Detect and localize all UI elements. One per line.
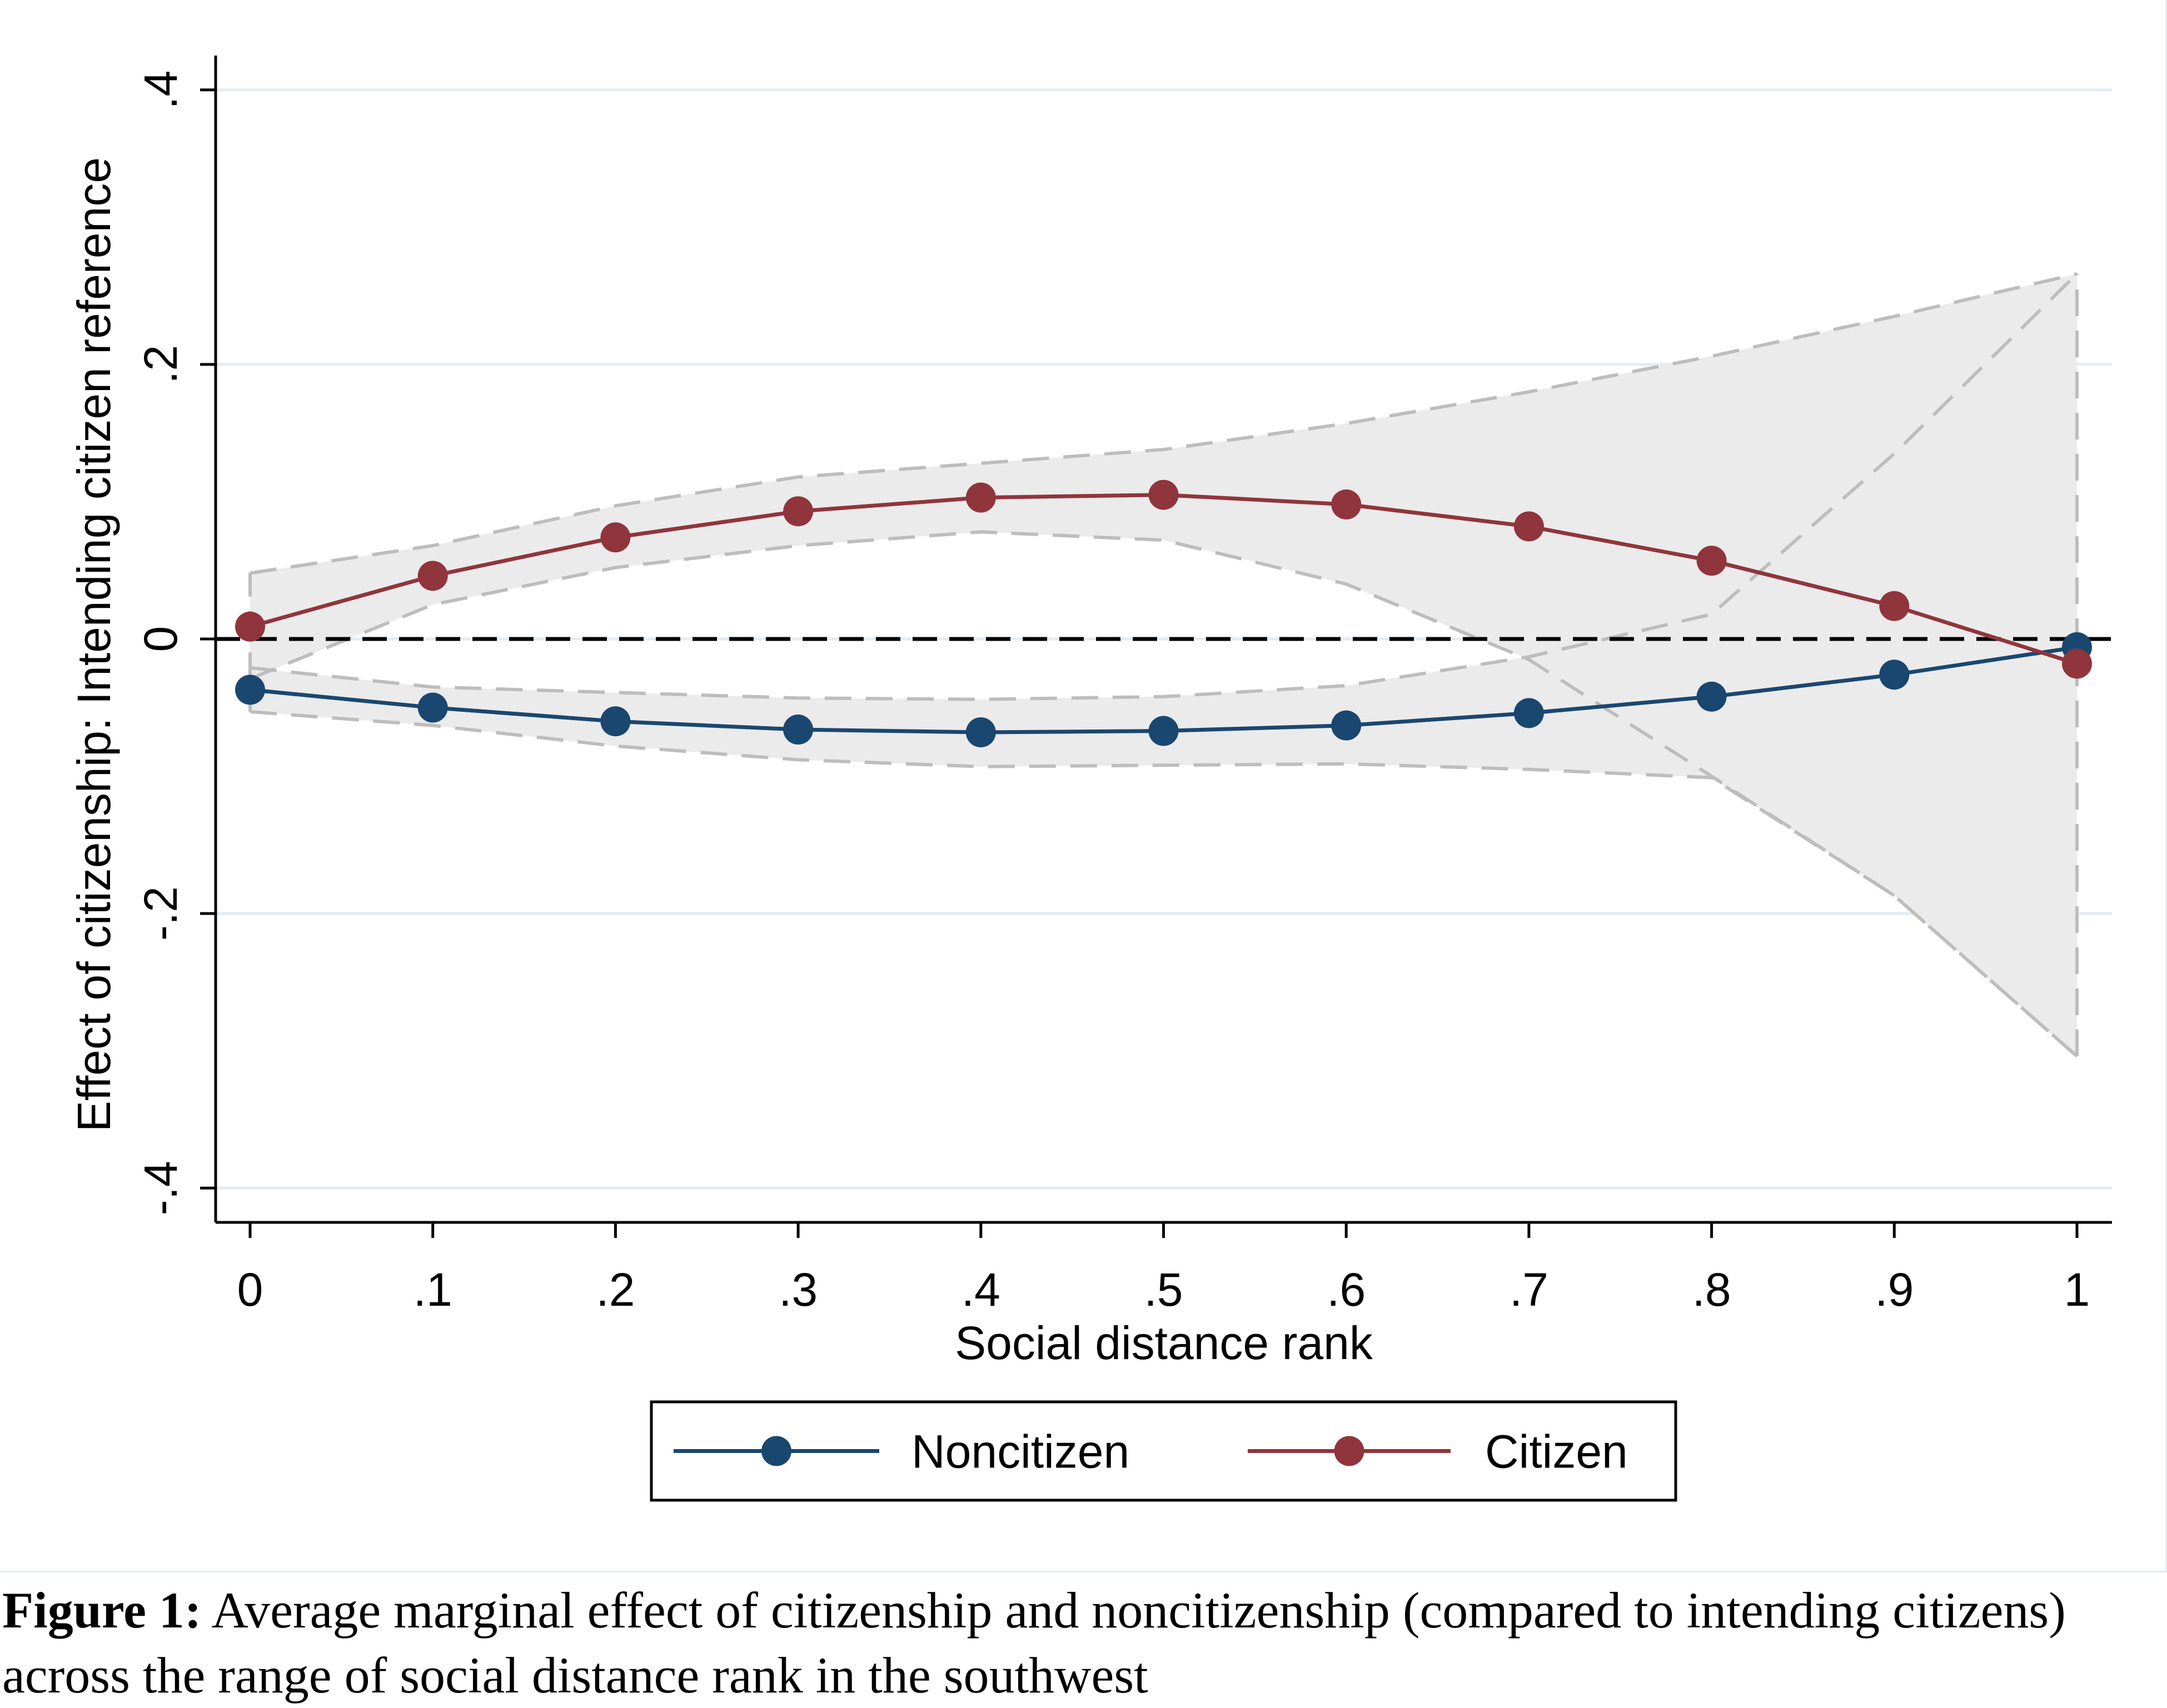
data-point-noncitizen (783, 715, 814, 745)
x-tick-label: .6 (1327, 1263, 1366, 1316)
ci-band-citizen (250, 273, 2077, 1057)
data-point-citizen (2062, 648, 2092, 679)
caption-text: Average marginal effect of citizenship a… (2, 1582, 2066, 1704)
x-tick-label: .1 (414, 1263, 452, 1316)
data-point-noncitizen (1879, 660, 1910, 690)
data-point-citizen (783, 496, 814, 527)
data-point-citizen (1696, 546, 1727, 576)
legend: Noncitizen Citizen (650, 1400, 1677, 1502)
y-tick-label: -.4 (134, 1161, 187, 1215)
x-tick-label: .2 (596, 1263, 635, 1316)
x-tick-label: .4 (962, 1263, 1000, 1316)
data-point-noncitizen (1513, 698, 1544, 728)
y-axis-label: Effect of citizenship: Intending citizen… (68, 157, 120, 1132)
data-point-noncitizen (965, 717, 996, 747)
figure-panel: -.4 -.2 0 .2 .4 0 .1 .2 .3 .4 .5 .6 .7 .8 .9 1 Effect o… (0, 0, 2167, 1572)
x-tick-label: 1 (2064, 1263, 2090, 1316)
data-point-noncitizen (1696, 681, 1727, 712)
data-point-noncitizen (235, 675, 265, 705)
y-tick-label: .2 (134, 345, 187, 384)
ci-upper-citizen (250, 272, 2078, 575)
ci-upper-noncitizen (250, 272, 2079, 701)
legend-label-noncitizen: Noncitizen (911, 1426, 1129, 1478)
legend-label-citizen: Citizen (1485, 1426, 1628, 1478)
legend-marker-citizen (1334, 1436, 1364, 1466)
confidence-bands (248, 272, 2079, 1058)
y-tick-label: 0 (134, 626, 187, 652)
data-point-citizen (600, 522, 631, 553)
x-tick-label: 0 (237, 1263, 263, 1316)
data-point-citizen (1148, 480, 1179, 510)
x-tick-label: .9 (1875, 1263, 1914, 1316)
data-point-noncitizen (1148, 716, 1179, 746)
data-point-citizen (1331, 489, 1362, 520)
x-tick-label: .3 (779, 1263, 818, 1316)
y-tick-label: .4 (134, 71, 187, 109)
series-layer (235, 480, 2092, 747)
x-tick-label: .5 (1144, 1263, 1183, 1316)
chart: -.4 -.2 0 .2 .4 0 .1 .2 .3 .4 .5 .6 .7 .8 .9 1 Effect o… (68, 56, 2112, 1502)
axes: -.4 -.2 0 .2 .4 0 .1 .2 .3 .4 .5 .6 .7 .8 .9 1 (134, 56, 2112, 1316)
data-point-citizen (1513, 511, 1544, 542)
x-axis-label: Social distance rank (955, 1317, 1373, 1369)
figure-caption: Figure 1: Average marginal effect of cit… (2, 1578, 2159, 1708)
data-point-noncitizen (1331, 710, 1362, 741)
y-tick-label: -.2 (134, 886, 187, 941)
data-point-noncitizen (600, 706, 631, 737)
data-point-citizen (235, 611, 265, 642)
x-tick-label: .7 (1510, 1263, 1548, 1316)
x-tick-label: .8 (1692, 1263, 1731, 1316)
data-point-noncitizen (417, 692, 448, 723)
ci-lower-citizen (249, 530, 2078, 1058)
data-point-citizen (1879, 591, 1910, 621)
caption-label: Figure 1: (2, 1582, 202, 1639)
data-point-citizen (965, 482, 996, 513)
data-point-citizen (417, 561, 448, 591)
legend-marker-noncitizen (761, 1436, 791, 1466)
